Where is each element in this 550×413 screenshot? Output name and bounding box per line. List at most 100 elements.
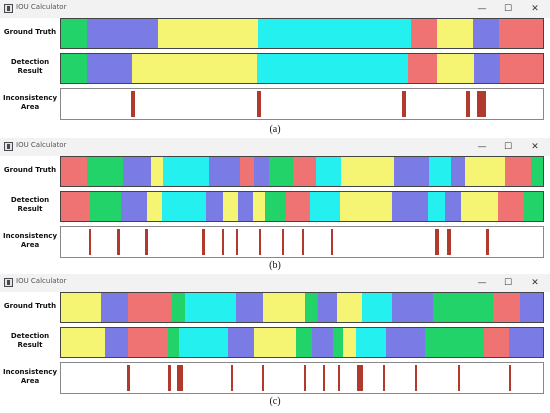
inconsistency-mark — [117, 229, 120, 255]
app-icon — [4, 278, 13, 287]
inconsistency-mark — [257, 91, 262, 117]
detection-result-strip — [60, 191, 544, 222]
ground-truth-strip — [60, 156, 544, 187]
segment-red — [498, 192, 524, 221]
inconsistency-mark — [509, 365, 512, 391]
segment-cyan — [162, 192, 206, 221]
segment-red — [492, 293, 521, 322]
segment-blue — [120, 192, 148, 221]
label-inconsistency-area: Inconsistency Area — [0, 232, 60, 250]
maximize-button[interactable]: ☐ — [503, 4, 513, 14]
window-title: IOU Calculator — [16, 141, 67, 149]
segment-cyan — [163, 157, 210, 186]
inconsistency-mark — [221, 229, 224, 255]
title-bar: IOU Calculator — ☐ ✕ — [0, 0, 550, 18]
segment-red — [239, 157, 255, 186]
minimize-button[interactable]: — — [477, 4, 487, 14]
segment-blue — [451, 157, 466, 186]
minimize-button[interactable]: — — [477, 278, 487, 288]
inconsistency-mark — [338, 365, 341, 391]
segment-yellow — [61, 293, 102, 322]
app-window: IOU Calculator — ☐ ✕ Ground Truth Detection Re… — [0, 0, 550, 120]
segment-blue — [254, 157, 270, 186]
minimize-button[interactable]: — — [477, 142, 487, 152]
segment-yellow — [437, 19, 474, 48]
segment-blue — [508, 328, 544, 357]
segment-red — [61, 157, 88, 186]
inconsistency-area-strip — [60, 362, 544, 394]
label-detection-line1: Detection — [10, 332, 50, 340]
inconsistency-mark — [465, 91, 470, 117]
segment-blue — [235, 293, 263, 322]
segment-red — [408, 54, 438, 83]
inconsistency-mark — [202, 229, 205, 255]
segment-cyan — [310, 192, 341, 221]
maximize-button[interactable]: ☐ — [503, 142, 513, 152]
segment-cyan — [429, 157, 452, 186]
segment-cyan — [258, 19, 412, 48]
inconsistency-mark — [330, 229, 334, 255]
segment-red — [411, 19, 438, 48]
inconsistency-mark — [126, 365, 131, 391]
inconsistency-mark — [356, 365, 364, 391]
label-inconsistency-line2: Area — [20, 377, 40, 385]
segment-yellow — [252, 192, 266, 221]
segment-cyan — [355, 328, 387, 357]
close-button[interactable]: ✕ — [531, 278, 539, 288]
segment-yellow — [340, 192, 393, 221]
label-inconsistency-area: Inconsistency Area — [0, 368, 60, 386]
inconsistency-mark — [401, 91, 406, 117]
segment-red — [499, 19, 544, 48]
inconsistency-mark — [486, 229, 489, 255]
segment-blue — [312, 328, 334, 357]
segment-green — [530, 157, 544, 186]
segment-blue — [205, 192, 224, 221]
segment-yellow — [262, 293, 306, 322]
segment-blue — [87, 54, 133, 83]
label-inconsistency-line1: Inconsistency — [2, 368, 58, 376]
segment-yellow — [340, 157, 395, 186]
label-inconsistency-line2: Area — [20, 241, 40, 249]
segment-cyan — [178, 328, 229, 357]
detection-result-strip — [60, 53, 544, 84]
close-button[interactable]: ✕ — [531, 4, 539, 14]
segment-green — [425, 328, 485, 357]
segment-red — [127, 293, 173, 322]
segment-cyan — [316, 157, 341, 186]
inconsistency-mark — [415, 365, 418, 391]
segment-yellow — [147, 192, 163, 221]
segment-blue — [237, 192, 253, 221]
segment-red — [499, 54, 544, 83]
inconsistency-mark — [168, 365, 171, 391]
segment-yellow — [61, 328, 106, 357]
inconsistency-mark — [230, 365, 233, 391]
segment-blue — [228, 328, 255, 357]
segment-red — [484, 328, 509, 357]
segment-green — [61, 54, 88, 83]
label-detection-result: Detection Result — [0, 196, 60, 214]
close-button[interactable]: ✕ — [531, 142, 539, 152]
inconsistency-mark — [88, 229, 92, 255]
inconsistency-mark — [304, 365, 307, 391]
app-icon — [4, 4, 13, 13]
label-detection-line2: Result — [17, 341, 43, 349]
label-detection-result: Detection Result — [0, 58, 60, 76]
inconsistency-mark — [281, 229, 285, 255]
inconsistency-mark — [177, 365, 183, 391]
segment-yellow — [223, 192, 238, 221]
maximize-button[interactable]: ☐ — [503, 278, 513, 288]
label-inconsistency-area: Inconsistency Area — [0, 94, 60, 112]
segment-red — [292, 157, 317, 186]
inconsistency-mark — [235, 229, 239, 255]
segment-yellow — [461, 192, 499, 221]
segment-yellow — [464, 157, 506, 186]
label-detection-line1: Detection — [10, 58, 50, 66]
label-inconsistency-line1: Inconsistency — [2, 232, 58, 240]
title-bar: IOU Calculator — ☐ ✕ — [0, 138, 550, 156]
label-inconsistency-line1: Inconsistency — [2, 94, 58, 102]
segment-green — [172, 293, 186, 322]
ground-truth-strip — [60, 292, 544, 323]
segment-blue — [101, 293, 129, 322]
inconsistency-mark — [258, 229, 262, 255]
panel-caption: (a) — [269, 124, 281, 135]
